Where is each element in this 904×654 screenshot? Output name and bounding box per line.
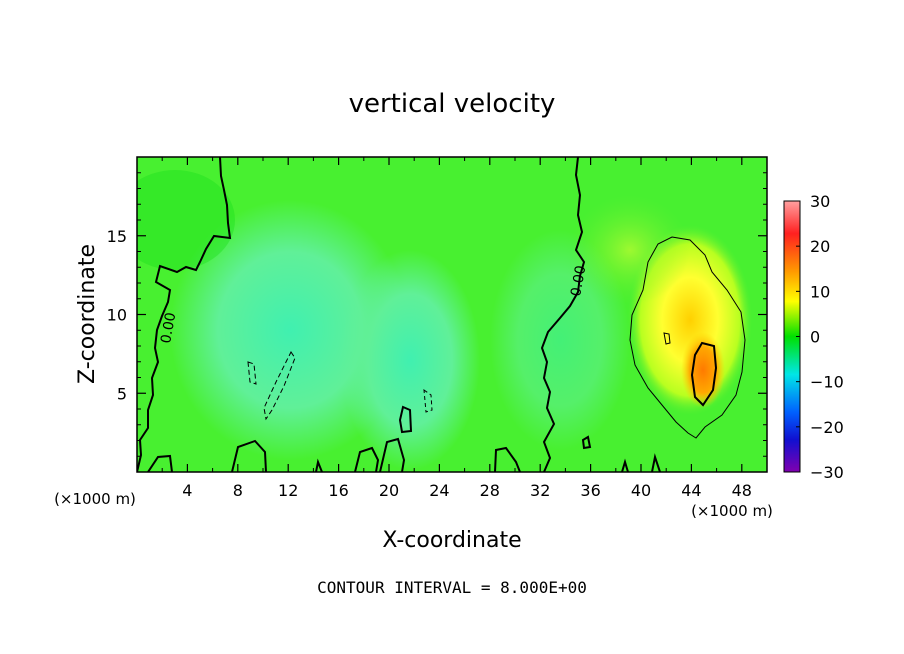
zero-contour-left (137, 157, 232, 472)
contour-bottom-7 (581, 435, 592, 450)
x-tick-label: 12 (278, 481, 298, 500)
contour-downdraft-c (423, 388, 433, 413)
x-axis-label: X-coordinate (382, 528, 521, 553)
x-tick-label: 4 (182, 481, 192, 500)
contour-lines (137, 157, 746, 472)
contour-bottom-9 (651, 453, 661, 472)
contour-label-left: 0.00 (158, 311, 179, 344)
x-tick-label: 40 (631, 481, 651, 500)
x-tick-label: 28 (480, 481, 500, 500)
contour-interval-note: CONTOUR INTERVAL = 8.000E+00 (317, 578, 587, 597)
y-axis-label: Z-coordinate (75, 244, 100, 384)
contour-downdraft-a (247, 361, 257, 385)
x-unit-right: (×1000 m) (691, 502, 773, 520)
contour-bottom-4 (379, 437, 406, 472)
velocity-field (137, 157, 767, 472)
x-tick-label: 48 (732, 481, 752, 500)
contour-small-a (398, 405, 413, 434)
zero-contour-right (540, 157, 586, 472)
colorbar-ticks: 30 20 10 0 −10 −20 −30 (796, 192, 844, 482)
colorbar-tick-label: 0 (810, 328, 820, 347)
contour-bottom-6 (315, 458, 323, 472)
chart-title: vertical velocity (349, 89, 556, 119)
colorbar-tick-label: 20 (810, 237, 830, 256)
colorbar-tick-label: −20 (810, 418, 844, 437)
contour-bottom-8 (621, 458, 629, 472)
upper-left-region (137, 170, 235, 270)
contour-label-right: 0.00 (568, 264, 589, 297)
x-axis-ticks: 4 8 12 16 20 24 28 32 36 40 44 48 (161, 157, 752, 500)
y-axis-ticks: 5 10 15 (107, 172, 767, 457)
x-tick-label: 24 (429, 481, 449, 500)
contour-bottom-1 (147, 454, 173, 472)
x-tick-label: 36 (580, 481, 600, 500)
contour-updraft-16 (690, 341, 718, 407)
y-tick-label: 5 (117, 384, 127, 403)
contour-small-near-updraft (663, 332, 671, 345)
x-tick-label: 8 (233, 481, 243, 500)
contour-updraft-8 (629, 236, 746, 439)
x-tick-label: 44 (681, 481, 701, 500)
x-tick-label: 20 (379, 481, 399, 500)
y-tick-label: 10 (107, 306, 127, 325)
colorbar-tick-label: −10 (810, 373, 844, 392)
y-tick-label: 15 (107, 227, 127, 246)
x-tick-label: 16 (328, 481, 348, 500)
colorbar-tick-label: −30 (810, 463, 844, 482)
x-tick-label: 32 (530, 481, 550, 500)
colorbar-tick-label: 30 (810, 192, 830, 211)
downdraft-region-center (340, 250, 480, 470)
contour-bottom-3 (354, 446, 380, 472)
colorbar-tick-label: 10 (810, 282, 830, 301)
contour-bottom-2 (231, 439, 267, 472)
x-unit-left: (×1000 m) (54, 490, 136, 508)
contour-downdraft-b (263, 351, 296, 421)
updraft-upper-region (570, 195, 690, 305)
contour-bottom-5 (494, 446, 521, 472)
